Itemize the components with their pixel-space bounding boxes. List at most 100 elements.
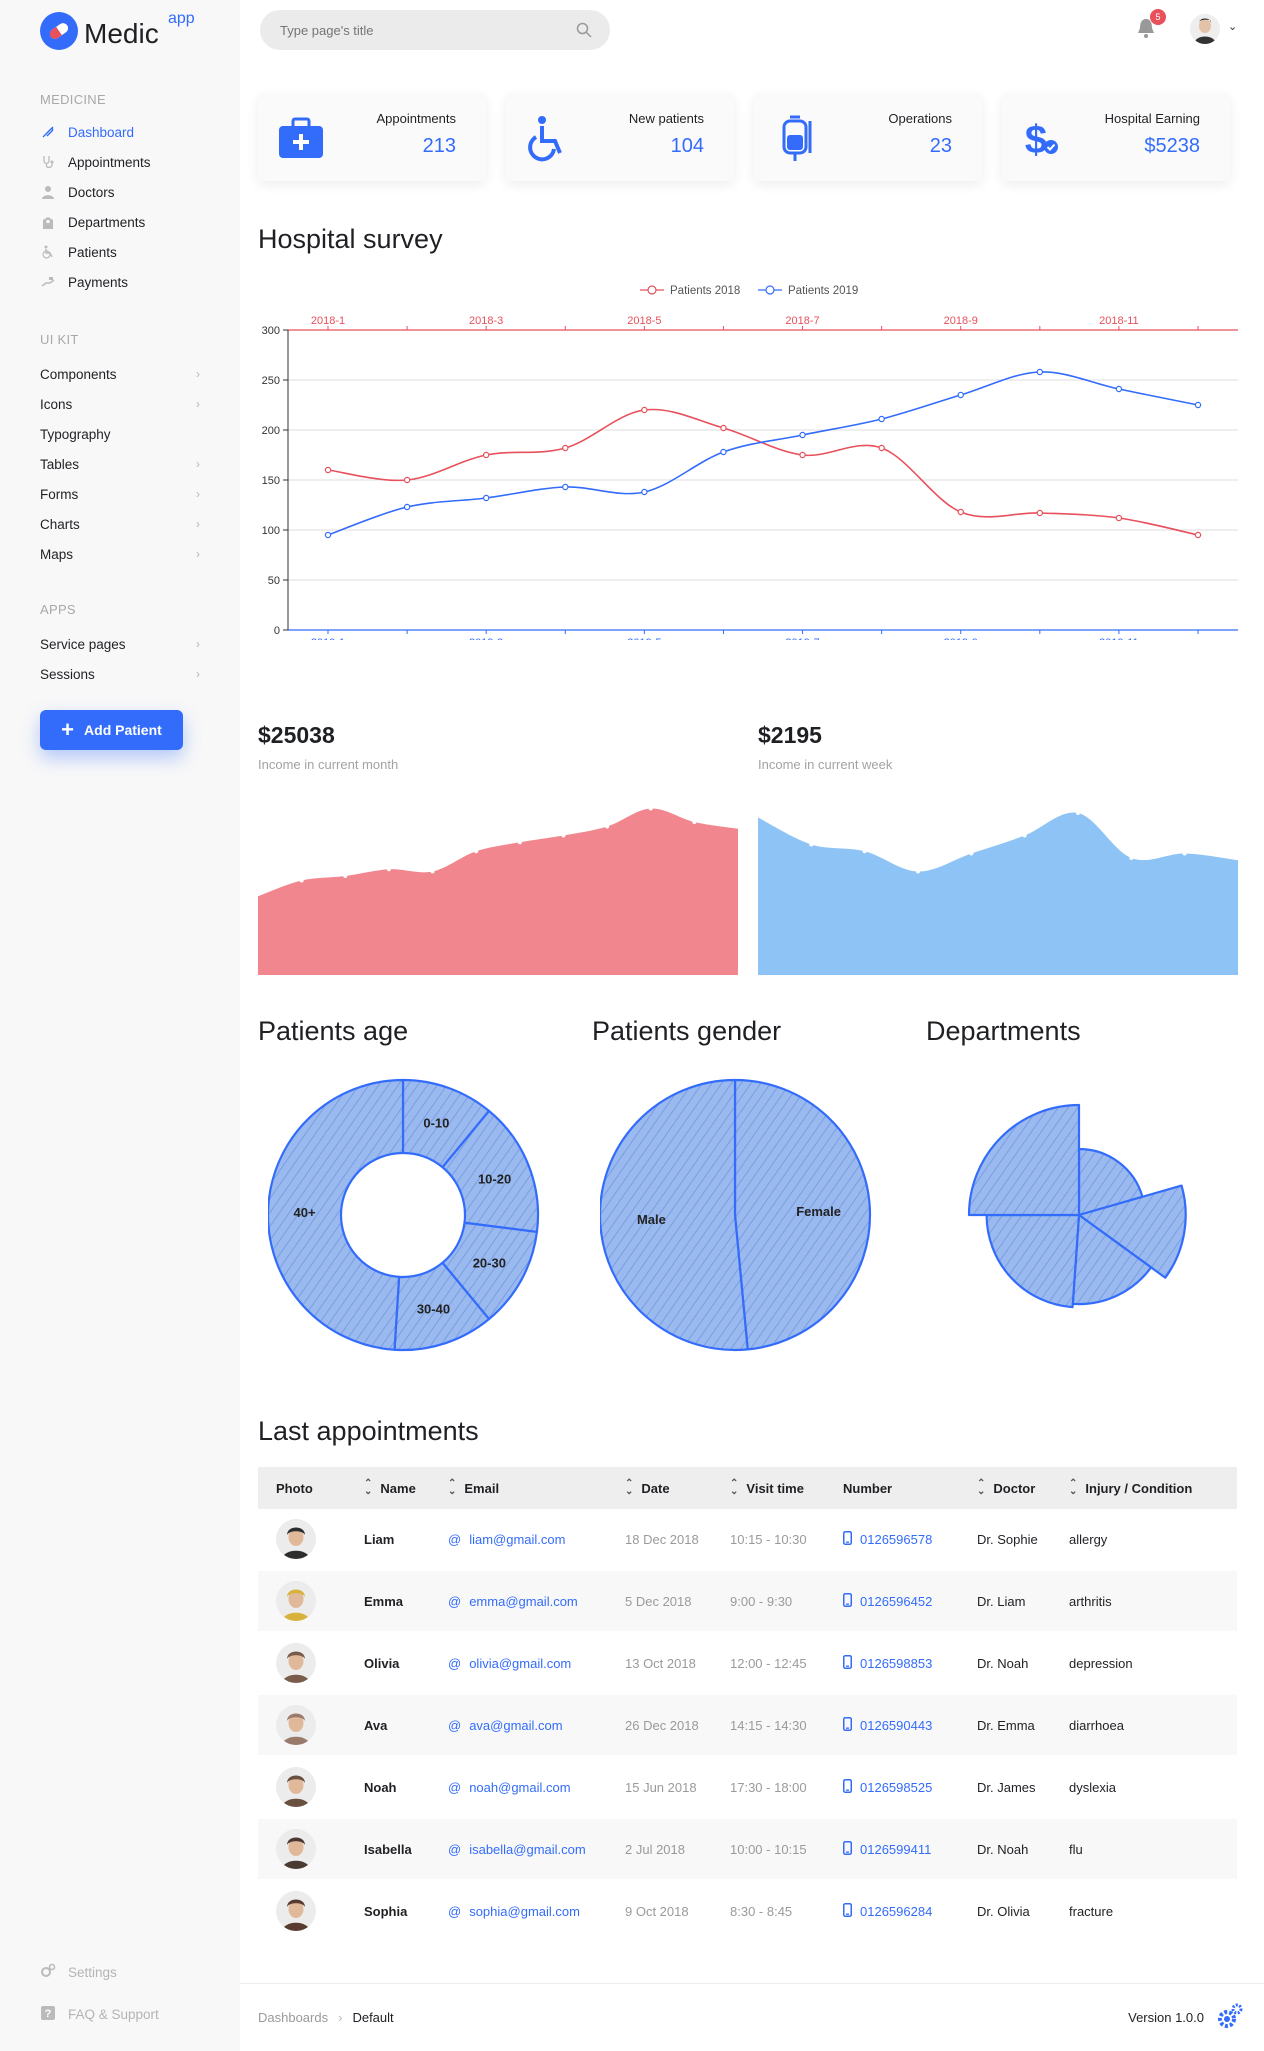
phone-number[interactable]: 0126598525 [843,1757,932,1817]
stat-value: 213 [422,135,456,157]
sidebar-item-typography[interactable]: Typography [40,423,200,445]
sidebar-item-tables[interactable]: Tables › [40,453,200,475]
income-week-point [1022,833,1027,838]
patient-email[interactable]: @ olivia@gmail.com [448,1655,572,1671]
at-icon: @ [448,1717,462,1733]
search-icon[interactable] [576,22,592,38]
sidebar-item-dashboard[interactable]: Dashboard [40,121,200,143]
header-name[interactable]: ⌃ ⌄ Name [364,1478,416,1497]
doctor-name: Dr. Noah [977,1655,1029,1671]
sidebar-item-departments[interactable]: Departments [40,211,200,233]
phone-number[interactable]: 0126590443 [843,1695,932,1755]
condition: fracture [1069,1903,1114,1919]
patient-email[interactable]: @ emma@gmail.com [448,1593,578,1609]
patients-age-title: Patients age [258,1016,409,1046]
sidebar-item-label: Maps [40,546,74,562]
visit-time: 8:30 - 8:45 [730,1903,793,1919]
phone-number[interactable]: 0126596284 [843,1881,932,1941]
income-month-point [648,806,653,811]
sidebar-item-doctors[interactable]: Doctors [40,181,200,203]
income-month-area [258,808,738,975]
table-row[interactable]: Noah @ noah@gmail.com 15 Jun 2018 17:30 -… [258,1757,1237,1817]
faq-support-link[interactable]: ? FAQ & Support [40,2004,159,2024]
y-tick-label: 0 [274,625,280,637]
table-row[interactable]: Ava @ ava@gmail.com 26 Dec 2018 14:15 - 1… [258,1695,1237,1755]
avatar [276,1695,316,1755]
app-name-sup: app [168,10,195,27]
patient-name[interactable]: Olivia [364,1655,400,1671]
patient-name[interactable]: Emma [364,1593,404,1609]
patient-email[interactable]: @ liam@gmail.com [448,1531,566,1547]
sidebar-item-patients[interactable]: Patients [40,241,200,263]
sidebar-item-label: Charts [40,516,80,532]
stat-value: 23 [929,135,952,157]
stat-label: Operations [888,111,952,126]
income-month-point [561,833,566,838]
stat-label: Appointments [376,111,457,126]
gender-slice [733,1078,872,1351]
income-week-chart [758,780,1238,975]
sidebar-item-appointments[interactable]: Appointments [40,151,200,173]
income-week-point [1182,851,1187,856]
bell-icon[interactable] [1134,16,1158,40]
sidebar-item-label: Sessions [40,666,95,682]
y-tick-label: 50 [268,575,280,587]
avatar [276,1509,316,1569]
table-row[interactable]: Olivia @ olivia@gmail.com 13 Oct 2018 12:… [258,1633,1237,1693]
income-week-point [862,849,867,854]
phone-number[interactable]: 0126596452 [843,1571,932,1631]
legend-marker [765,285,775,295]
table-row[interactable]: Isabella @ isabella@gmail.com 2 Jul 2018 … [258,1819,1237,1879]
sidebar-item-charts[interactable]: Charts › [40,513,200,535]
patient-name[interactable]: Liam [364,1531,395,1547]
age-slice-label: 10-20 [478,1172,511,1187]
sidebar-item-service-pages[interactable]: Service pages › [40,633,200,655]
patient-email[interactable]: @ noah@gmail.com [448,1779,571,1795]
header-doctor[interactable]: ⌃ ⌄ Doctor [977,1478,1036,1497]
chevron-right-icon: › [196,487,200,501]
table-row[interactable]: Emma @ emma@gmail.com 5 Dec 2018 9:00 - 9… [258,1571,1237,1631]
series-2018-point [641,406,648,414]
patient-name[interactable]: Ava [364,1717,388,1733]
search-input[interactable] [280,22,540,38]
patient-name[interactable]: Isabella [364,1841,412,1857]
sidebar-item-payments[interactable]: Payments [40,271,200,293]
sidebar-item-sessions[interactable]: Sessions › [40,663,200,685]
phone-number[interactable]: 0126598853 [843,1633,932,1693]
add-patient-button[interactable]: + Add Patient [40,710,183,750]
header-date[interactable]: ⌃ ⌄ Date [625,1478,670,1497]
breadcrumb-root[interactable]: Dashboards [258,2010,329,2025]
phone-number[interactable]: 0126596578 [843,1509,932,1569]
gear-icon[interactable] [1216,2002,1244,2030]
sidebar-item-forms[interactable]: Forms › [40,483,200,505]
series-2019-point [1036,368,1044,376]
settings-link[interactable]: Settings [40,1962,117,1982]
patient-email[interactable]: @ sophia@gmail.com [448,1903,580,1919]
patient-name[interactable]: Noah [364,1779,397,1795]
header-visit-time[interactable]: ⌃ ⌄ Visit time [730,1478,804,1497]
phone-icon [843,1716,852,1734]
user-avatar[interactable] [1190,14,1220,44]
header-email[interactable]: ⌃ ⌄ Email [448,1478,500,1497]
x-tick-label-top: 2018-9 [944,315,978,327]
sidebar-item-icons[interactable]: Icons › [40,393,200,415]
patient-email[interactable]: @ isabella@gmail.com [448,1841,586,1857]
chevron-right-icon: › [338,2010,343,2025]
sidebar-item-maps[interactable]: Maps › [40,543,200,565]
sidebar-item-label: Departments [68,214,146,230]
visit-date: 26 Dec 2018 [625,1717,699,1733]
department-slice [1071,1213,1153,1306]
patient-name[interactable]: Sophia [364,1903,408,1919]
at-icon: @ [448,1531,462,1547]
table-row[interactable]: Liam @ liam@gmail.com 18 Dec 2018 10:15 -… [258,1509,1237,1569]
phone-number[interactable]: 0126599411 [843,1819,931,1879]
patient-email[interactable]: @ ava@gmail.com [448,1717,563,1733]
chevron-down-icon[interactable]: ⌄ [1228,21,1238,33]
svg-text:$: $ [1025,118,1047,162]
phone-icon [843,1840,852,1858]
income-month-point [343,874,348,878]
sidebar-item-components[interactable]: Components › [40,363,200,385]
table-row[interactable]: Sophia @ sophia@gmail.com 9 Oct 2018 8:30… [258,1881,1237,1941]
sidebar-item-label: Appointments [68,154,151,170]
header-condition[interactable]: ⌃ ⌄ Injury / Condition [1069,1478,1193,1497]
